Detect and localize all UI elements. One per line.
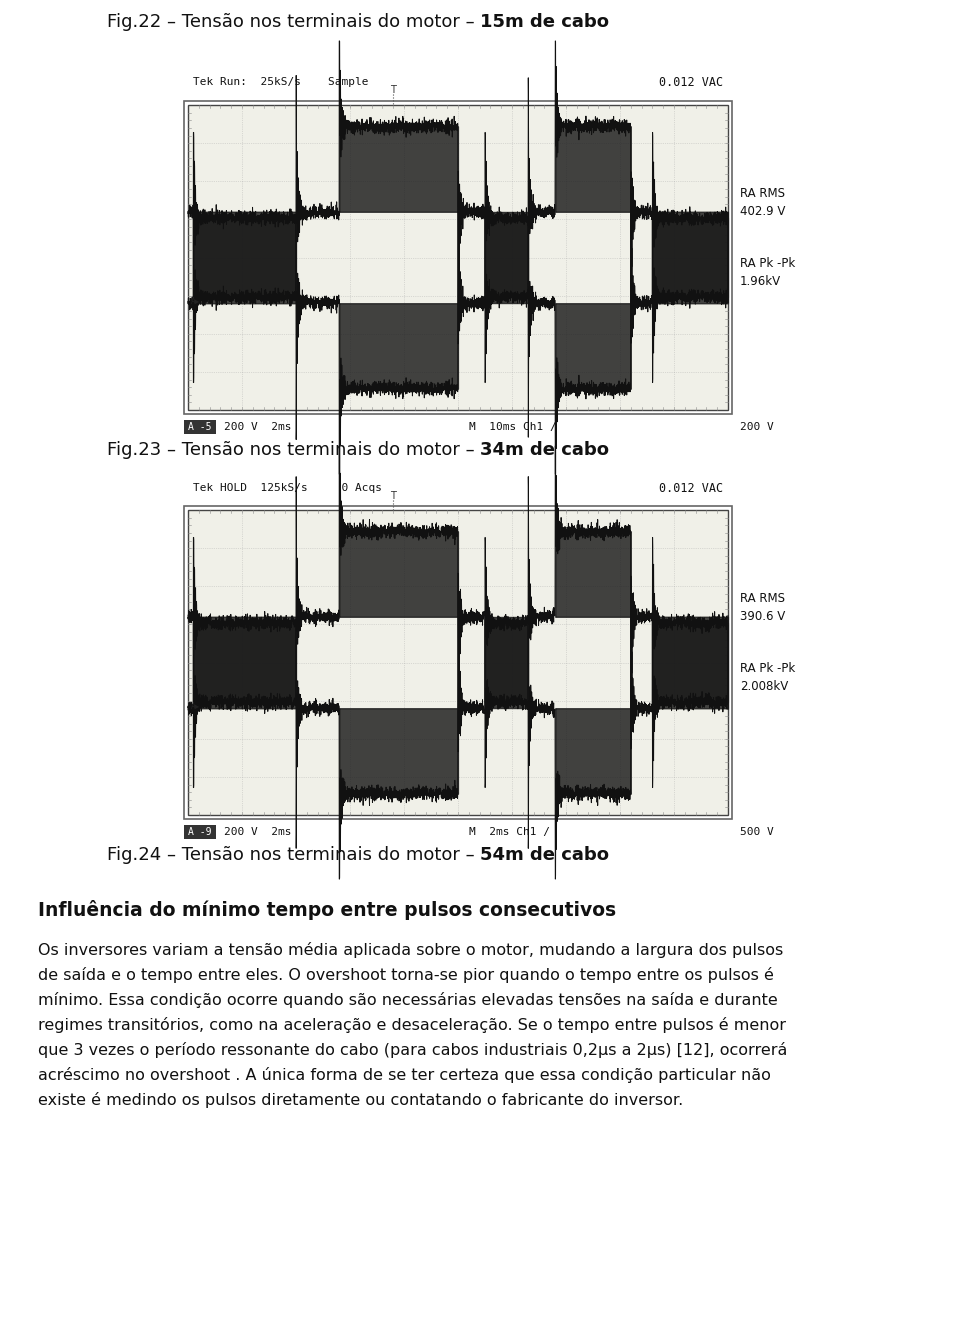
Text: existe é medindo os pulsos diretamente ou contatando o fabricante do inversor.: existe é medindo os pulsos diretamente o…	[38, 1092, 684, 1108]
Text: 0.012 VAC: 0.012 VAC	[659, 482, 723, 494]
Text: A▶: A▶	[191, 296, 201, 306]
Text: mínimo. Essa condição ocorre quando são necessárias elevadas tensões na saída e : mínimo. Essa condição ocorre quando são …	[38, 992, 778, 1008]
Bar	[184, 825, 216, 838]
Bar	[184, 506, 732, 818]
Text: RA Pk -Pk
2.008kV: RA Pk -Pk 2.008kV	[740, 662, 795, 693]
Text: A -9: A -9	[188, 826, 212, 837]
Text: 0.012 VAC: 0.012 VAC	[659, 76, 723, 88]
Text: Os inversores variam a tensão média aplicada sobre o motor, mudando a largura do: Os inversores variam a tensão média apli…	[38, 943, 783, 959]
Text: A -5: A -5	[188, 422, 212, 433]
Text: RA RMS
390.6 V: RA RMS 390.6 V	[740, 593, 785, 623]
Text: que 3 vezes o período ressonante do cabo (para cabos industriais 0,2μs a 2μs) [1: que 3 vezes o período ressonante do cabo…	[38, 1043, 787, 1059]
Text: T: T	[391, 85, 396, 95]
Text: A▶: A▶	[191, 702, 201, 710]
Text: 200 V: 200 V	[740, 422, 774, 433]
Text: acréscimo no overshoot . A única forma de se ter certeza que essa condição parti: acréscimo no overshoot . A única forma d…	[38, 1067, 771, 1083]
Bar	[184, 421, 216, 434]
Text: Fig.23 – Tensão nos terminais do motor –: Fig.23 – Tensão nos terminais do motor –	[107, 441, 480, 459]
Text: de saída e o tempo entre eles. O overshoot torna-se pior quando o tempo entre os: de saída e o tempo entre eles. O oversho…	[38, 967, 774, 983]
Text: T: T	[391, 491, 396, 501]
Text: 54m de cabo: 54m de cabo	[480, 846, 609, 864]
Bar	[188, 105, 728, 410]
Text: 34m de cabo: 34m de cabo	[480, 441, 609, 459]
Text: M  10ms Ch1 /: M 10ms Ch1 /	[468, 422, 557, 433]
Text: M  2ms Ch1 /: M 2ms Ch1 /	[468, 826, 550, 837]
Text: Tek Run:  25kS/s    Sample: Tek Run: 25kS/s Sample	[193, 77, 369, 87]
Text: 200 V  2ms: 200 V 2ms	[224, 826, 292, 837]
Text: regimes transitórios, como na aceleração e desaceleração. Se o tempo entre pulso: regimes transitórios, como na aceleração…	[38, 1017, 786, 1033]
Text: Influência do mínimo tempo entre pulsos consecutivos: Influência do mínimo tempo entre pulsos …	[38, 900, 616, 920]
Bar	[184, 101, 732, 414]
Text: RA RMS
402.9 V: RA RMS 402.9 V	[740, 187, 785, 218]
Text: 200 V  2ms: 200 V 2ms	[224, 422, 292, 433]
Text: Fig.22 – Tensão nos terminais do motor –: Fig.22 – Tensão nos terminais do motor –	[107, 13, 480, 31]
Text: Tek HOLD  125kS/s     0 Acqs: Tek HOLD 125kS/s 0 Acqs	[193, 483, 382, 493]
Bar	[188, 510, 728, 814]
Text: Fig.24 – Tensão nos terminais do motor –: Fig.24 – Tensão nos terminais do motor –	[107, 846, 480, 864]
Text: 500 V: 500 V	[740, 826, 774, 837]
Text: 15m de cabo: 15m de cabo	[480, 13, 609, 31]
Text: RA Pk -Pk
1.96kV: RA Pk -Pk 1.96kV	[740, 258, 795, 288]
